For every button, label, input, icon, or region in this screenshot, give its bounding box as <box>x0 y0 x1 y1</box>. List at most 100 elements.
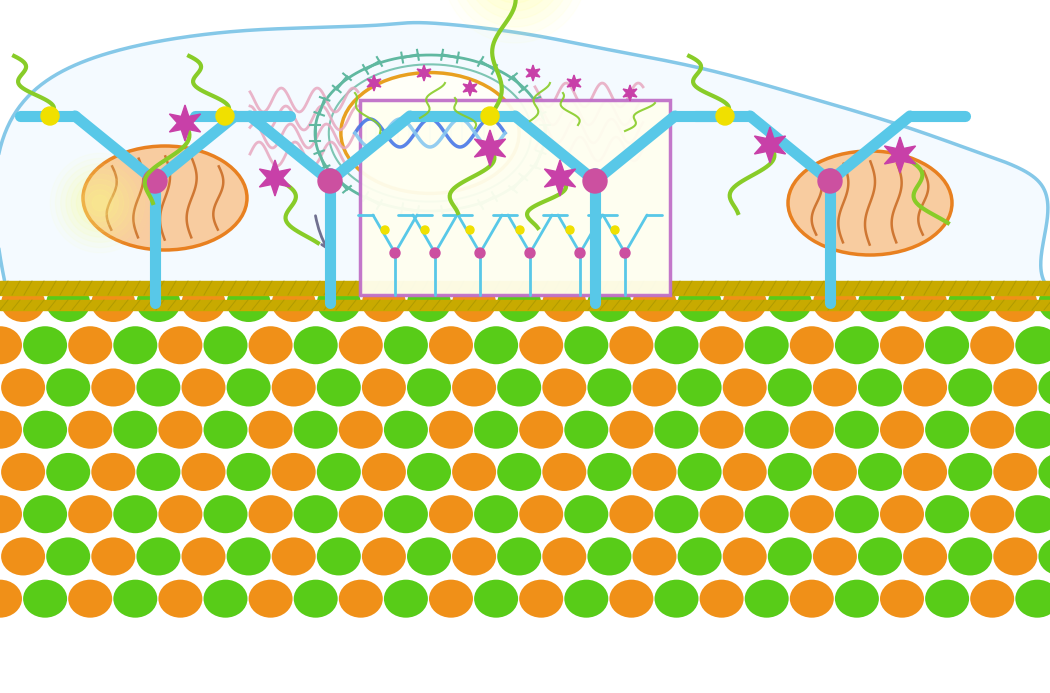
Ellipse shape <box>858 538 902 575</box>
Ellipse shape <box>903 538 947 575</box>
Circle shape <box>525 248 536 258</box>
Ellipse shape <box>1038 453 1050 491</box>
Ellipse shape <box>475 579 518 617</box>
Polygon shape <box>567 75 581 91</box>
Ellipse shape <box>429 326 472 365</box>
Ellipse shape <box>294 495 338 533</box>
Circle shape <box>143 169 167 193</box>
Ellipse shape <box>46 284 90 322</box>
Ellipse shape <box>68 411 112 449</box>
Ellipse shape <box>227 369 271 407</box>
Ellipse shape <box>453 453 496 491</box>
Ellipse shape <box>654 326 698 365</box>
Polygon shape <box>417 65 430 81</box>
Ellipse shape <box>970 326 1014 365</box>
Ellipse shape <box>835 411 879 449</box>
Ellipse shape <box>182 453 226 491</box>
Circle shape <box>516 226 524 234</box>
Ellipse shape <box>880 495 924 533</box>
Circle shape <box>56 159 145 247</box>
Ellipse shape <box>46 453 90 491</box>
Ellipse shape <box>880 326 924 365</box>
Ellipse shape <box>91 284 135 322</box>
Ellipse shape <box>903 369 947 407</box>
Ellipse shape <box>68 579 112 617</box>
Ellipse shape <box>587 538 631 575</box>
Circle shape <box>459 0 571 27</box>
Ellipse shape <box>341 73 519 193</box>
Ellipse shape <box>880 411 924 449</box>
Polygon shape <box>623 85 637 101</box>
Ellipse shape <box>204 326 248 365</box>
Circle shape <box>716 107 734 125</box>
Ellipse shape <box>1 453 45 491</box>
Ellipse shape <box>519 411 563 449</box>
Ellipse shape <box>948 369 992 407</box>
Ellipse shape <box>339 579 383 617</box>
Circle shape <box>87 190 113 216</box>
Circle shape <box>77 179 124 227</box>
Ellipse shape <box>654 411 698 449</box>
Polygon shape <box>884 137 916 173</box>
Ellipse shape <box>835 326 879 365</box>
Ellipse shape <box>542 284 586 322</box>
Ellipse shape <box>429 411 472 449</box>
Circle shape <box>82 184 119 222</box>
Ellipse shape <box>835 579 879 617</box>
Ellipse shape <box>68 326 112 365</box>
Ellipse shape <box>407 284 452 322</box>
Circle shape <box>381 226 388 234</box>
Ellipse shape <box>1015 326 1050 365</box>
Ellipse shape <box>182 538 226 575</box>
Circle shape <box>483 0 547 3</box>
Ellipse shape <box>722 369 766 407</box>
Ellipse shape <box>993 369 1037 407</box>
Ellipse shape <box>744 495 789 533</box>
Ellipse shape <box>272 538 316 575</box>
Ellipse shape <box>159 411 203 449</box>
Ellipse shape <box>204 411 248 449</box>
Ellipse shape <box>0 495 22 533</box>
Circle shape <box>41 107 59 125</box>
Ellipse shape <box>23 579 67 617</box>
Polygon shape <box>368 75 381 91</box>
Ellipse shape <box>113 579 158 617</box>
Ellipse shape <box>519 495 563 533</box>
Ellipse shape <box>609 579 653 617</box>
Ellipse shape <box>1 369 45 407</box>
Ellipse shape <box>903 284 947 322</box>
Ellipse shape <box>339 495 383 533</box>
Ellipse shape <box>136 453 181 491</box>
Ellipse shape <box>632 538 676 575</box>
Circle shape <box>466 226 474 234</box>
Circle shape <box>566 226 574 234</box>
Ellipse shape <box>407 538 452 575</box>
Ellipse shape <box>654 495 698 533</box>
Circle shape <box>318 169 342 193</box>
Ellipse shape <box>788 151 952 255</box>
Ellipse shape <box>0 326 22 365</box>
Ellipse shape <box>542 538 586 575</box>
Ellipse shape <box>519 579 563 617</box>
Circle shape <box>430 248 440 258</box>
Ellipse shape <box>339 411 383 449</box>
Ellipse shape <box>384 495 428 533</box>
Ellipse shape <box>925 411 969 449</box>
Circle shape <box>575 248 585 258</box>
Ellipse shape <box>317 369 361 407</box>
Ellipse shape <box>23 411 67 449</box>
Polygon shape <box>0 23 1048 283</box>
Ellipse shape <box>272 453 316 491</box>
Ellipse shape <box>813 284 857 322</box>
Ellipse shape <box>858 369 902 407</box>
Circle shape <box>611 226 619 234</box>
Circle shape <box>61 164 140 243</box>
Ellipse shape <box>858 284 902 322</box>
Ellipse shape <box>903 453 947 491</box>
Ellipse shape <box>498 369 541 407</box>
Ellipse shape <box>136 284 181 322</box>
Ellipse shape <box>159 495 203 533</box>
Ellipse shape <box>993 284 1037 322</box>
Ellipse shape <box>294 579 338 617</box>
Ellipse shape <box>1 284 45 322</box>
